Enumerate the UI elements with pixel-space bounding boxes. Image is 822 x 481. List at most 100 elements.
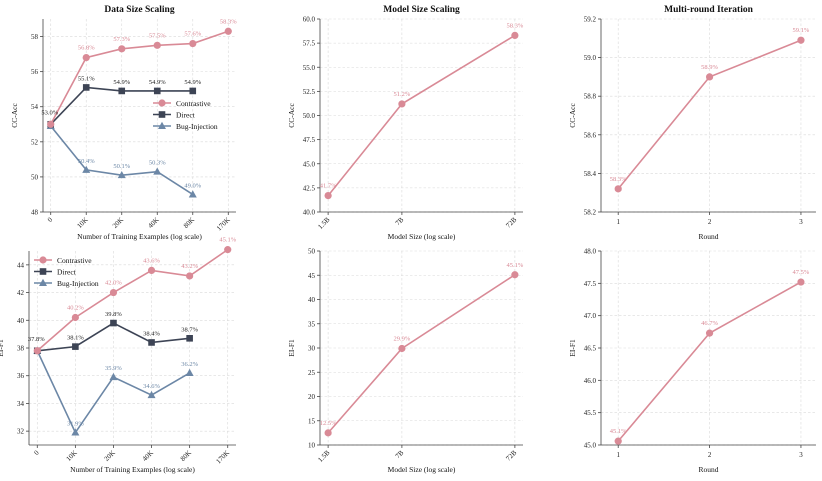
data-point-contrastive bbox=[614, 437, 622, 445]
data-label: 50.1% bbox=[113, 163, 130, 170]
data-label: 53.0% bbox=[41, 109, 58, 116]
y-axis-label: EI-F1 bbox=[568, 339, 577, 357]
x-tick-label: 10K bbox=[75, 216, 89, 230]
x-tick-label: 1 bbox=[616, 451, 620, 459]
y-tick-label: 38 bbox=[17, 345, 25, 353]
data-label: 55.1% bbox=[78, 75, 95, 82]
y-tick-label: 47.5 bbox=[303, 136, 316, 144]
y-axis-label: CC-Acc bbox=[287, 103, 296, 128]
data-label: 38.4% bbox=[143, 330, 160, 337]
data-point-direct bbox=[118, 87, 126, 95]
data-point-direct bbox=[189, 87, 197, 95]
legend-marker-bug-injection bbox=[39, 278, 47, 286]
chart-p6: 45.0 45.5 46.0 46.5 47.0 47.5 48.0 1 2 3 Round EI-F… bbox=[568, 248, 816, 474]
x-tick-label: 80K bbox=[179, 449, 193, 463]
y-tick-label: 56 bbox=[31, 68, 39, 76]
data-point-contrastive bbox=[705, 329, 714, 337]
data-point-bug-injection bbox=[82, 165, 91, 173]
chart-title: Data Size Scaling bbox=[104, 5, 174, 15]
data-point-contrastive bbox=[82, 54, 90, 62]
y-tick-label: 46.5 bbox=[584, 345, 597, 353]
y-tick-label: 58.4 bbox=[584, 170, 597, 178]
data-label: 50.4% bbox=[78, 158, 95, 165]
chart-p5: 10 15 20 25 30 35 40 45 50 1.5B 7B 72B Model Size (l… bbox=[287, 248, 524, 475]
data-point-contrastive bbox=[797, 36, 805, 44]
y-tick-label: 30 bbox=[308, 345, 316, 353]
chart-title: Multi-round Iteration bbox=[664, 5, 753, 15]
data-label: 37.8% bbox=[28, 336, 45, 343]
data-point-bug-injection bbox=[147, 390, 156, 399]
data-point-contrastive bbox=[324, 429, 332, 437]
series-line-contrastive bbox=[36, 248, 229, 352]
x-tick-label: 7B bbox=[394, 449, 406, 461]
y-tick-label: 44 bbox=[17, 261, 25, 269]
data-point-contrastive bbox=[511, 271, 519, 279]
x-tick-label: 20K bbox=[103, 449, 117, 463]
y-tick-label: 34 bbox=[17, 400, 25, 408]
legend-marker-contrastive bbox=[39, 256, 47, 264]
y-tick-label: 25 bbox=[308, 369, 316, 377]
x-axis-label: Round bbox=[698, 232, 718, 241]
y-tick-label: 10 bbox=[308, 442, 316, 450]
data-label: 58.3% bbox=[506, 22, 523, 29]
y-tick-label: 42.5 bbox=[303, 184, 316, 192]
legend-marker-direct bbox=[158, 111, 166, 118]
data-label: 57.6% bbox=[184, 31, 201, 38]
data-point-bug-injection bbox=[117, 170, 126, 179]
data-point-contrastive bbox=[398, 100, 406, 108]
x-tick-label: 3 bbox=[799, 451, 803, 459]
data-label: 40.2% bbox=[67, 305, 84, 312]
x-tick-label: 1 bbox=[616, 218, 620, 226]
y-tick-label: 58 bbox=[31, 33, 39, 41]
legend-marker-contrastive bbox=[158, 99, 166, 107]
data-point-direct bbox=[72, 343, 79, 350]
data-point-direct bbox=[148, 339, 155, 346]
x-tick-label: 10K bbox=[65, 449, 79, 463]
y-tick-label: 58.6 bbox=[584, 131, 597, 139]
y-tick-label: 58.8 bbox=[584, 93, 597, 101]
legend-label: Direct bbox=[176, 110, 196, 119]
data-label: 47.5% bbox=[793, 269, 810, 276]
x-tick-label: 0 bbox=[33, 448, 41, 456]
chart-title: Model Size Scaling bbox=[383, 5, 460, 15]
y-tick-label: 45.0 bbox=[584, 442, 597, 450]
data-point-bug-injection bbox=[185, 368, 194, 376]
y-tick-label: 55.0 bbox=[303, 64, 316, 72]
data-label: 39.8% bbox=[105, 311, 122, 318]
legend-marker-direct bbox=[39, 268, 47, 275]
y-tick-label: 40 bbox=[308, 296, 316, 304]
x-axis-label: Model Size (log scale) bbox=[388, 465, 456, 474]
y-tick-label: 50 bbox=[308, 248, 316, 256]
x-tick-label: 1.5B bbox=[316, 216, 331, 231]
data-label: 41.7% bbox=[320, 183, 337, 190]
legend-label: Contrastive bbox=[176, 99, 211, 108]
data-label: 34.6% bbox=[143, 383, 160, 390]
data-point-contrastive bbox=[614, 185, 622, 193]
data-label: 38.1% bbox=[67, 335, 84, 342]
data-label: 12.5% bbox=[320, 420, 337, 427]
y-tick-label: 59.0 bbox=[584, 54, 597, 62]
y-axis-label: CC-Acc bbox=[10, 103, 19, 128]
x-tick-label: 72B bbox=[504, 449, 518, 463]
data-label: 54.9% bbox=[149, 79, 166, 86]
y-tick-label: 47.5 bbox=[584, 280, 597, 288]
x-tick-label: 72B bbox=[504, 216, 518, 230]
data-point-direct bbox=[82, 84, 90, 91]
data-label: 45.1% bbox=[219, 237, 236, 244]
data-label: 57.5% bbox=[149, 32, 166, 39]
data-point-contrastive bbox=[398, 344, 406, 353]
data-point-contrastive bbox=[511, 31, 519, 40]
data-point-contrastive bbox=[186, 272, 194, 280]
y-tick-label: 47.0 bbox=[584, 312, 597, 320]
y-tick-label: 15 bbox=[308, 417, 316, 425]
x-tick-label: 1.5B bbox=[316, 449, 331, 464]
y-tick-label: 54 bbox=[31, 103, 39, 111]
data-point-contrastive bbox=[224, 27, 232, 35]
data-point-contrastive bbox=[71, 313, 79, 322]
chart-p1: 48 50 52 54 56 58 0 10K 20K 40K 80K 170K Data Size S… bbox=[10, 5, 237, 241]
y-axis-label: EI-F1 bbox=[287, 339, 296, 357]
legend-label: Contrastive bbox=[57, 256, 92, 265]
y-tick-label: 58.2 bbox=[584, 209, 597, 217]
y-tick-label: 20 bbox=[308, 393, 316, 401]
data-point-contrastive bbox=[109, 288, 118, 297]
